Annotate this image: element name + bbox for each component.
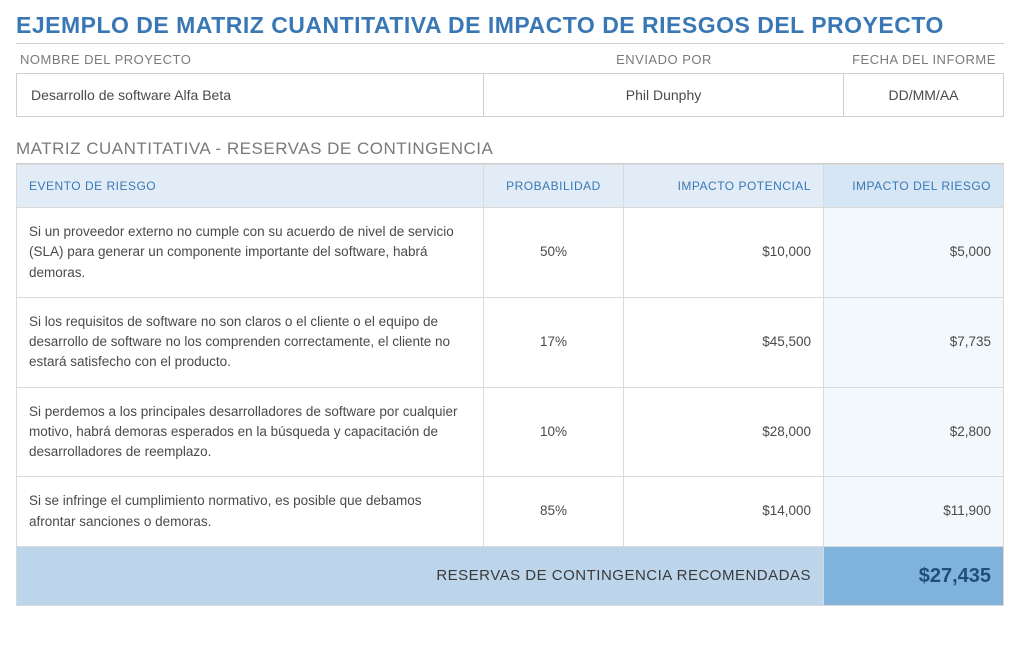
project-name-value: Desarrollo de software Alfa Beta [16, 73, 484, 117]
cell-risk-impact: $11,900 [824, 477, 1004, 547]
cell-impact: $10,000 [624, 208, 824, 298]
section-title: MATRIZ CUANTITATIVA - RESERVAS DE CONTIN… [16, 139, 1004, 164]
cell-impact: $28,000 [624, 387, 824, 477]
project-meta-row: NOMBRE DEL PROYECTO Desarrollo de softwa… [16, 50, 1004, 117]
risk-matrix-table: EVENTO DE RIESGO PROBABILIDAD IMPACTO PO… [16, 164, 1004, 606]
table-row: Si los requisitos de software no son cla… [17, 297, 1004, 387]
total-row: RESERVAS DE CONTINGENCIA RECOMENDADAS $2… [17, 546, 1004, 605]
cell-impact: $45,500 [624, 297, 824, 387]
cell-event: Si perdemos a los principales desarrolla… [17, 387, 484, 477]
submitter-label: ENVIADO POR [484, 50, 844, 73]
cell-risk-impact: $7,735 [824, 297, 1004, 387]
cell-event: Si se infringe el cumplimiento normativo… [17, 477, 484, 547]
project-name-label: NOMBRE DEL PROYECTO [16, 50, 484, 73]
submitter-value: Phil Dunphy [484, 73, 844, 117]
total-label: RESERVAS DE CONTINGENCIA RECOMENDADAS [17, 546, 824, 605]
document-title: EJEMPLO DE MATRIZ CUANTITATIVA DE IMPACT… [16, 12, 1004, 44]
submitter-field: ENVIADO POR Phil Dunphy [484, 50, 844, 117]
table-row: Si se infringe el cumplimiento normativo… [17, 477, 1004, 547]
cell-event: Si los requisitos de software no son cla… [17, 297, 484, 387]
cell-probability: 50% [484, 208, 624, 298]
report-date-label: FECHA DEL INFORME [844, 50, 1004, 73]
project-name-field: NOMBRE DEL PROYECTO Desarrollo de softwa… [16, 50, 484, 117]
report-date-field: FECHA DEL INFORME DD/MM/AA [844, 50, 1004, 117]
total-value: $27,435 [824, 546, 1004, 605]
col-header-risk-impact: IMPACTO DEL RIESGO [824, 165, 1004, 208]
table-header-row: EVENTO DE RIESGO PROBABILIDAD IMPACTO PO… [17, 165, 1004, 208]
col-header-event: EVENTO DE RIESGO [17, 165, 484, 208]
col-header-probability: PROBABILIDAD [484, 165, 624, 208]
cell-risk-impact: $2,800 [824, 387, 1004, 477]
col-header-impact: IMPACTO POTENCIAL [624, 165, 824, 208]
cell-probability: 10% [484, 387, 624, 477]
cell-probability: 85% [484, 477, 624, 547]
cell-impact: $14,000 [624, 477, 824, 547]
cell-probability: 17% [484, 297, 624, 387]
cell-risk-impact: $5,000 [824, 208, 1004, 298]
cell-event: Si un proveedor externo no cumple con su… [17, 208, 484, 298]
report-date-value: DD/MM/AA [844, 73, 1004, 117]
table-row: Si perdemos a los principales desarrolla… [17, 387, 1004, 477]
table-row: Si un proveedor externo no cumple con su… [17, 208, 1004, 298]
